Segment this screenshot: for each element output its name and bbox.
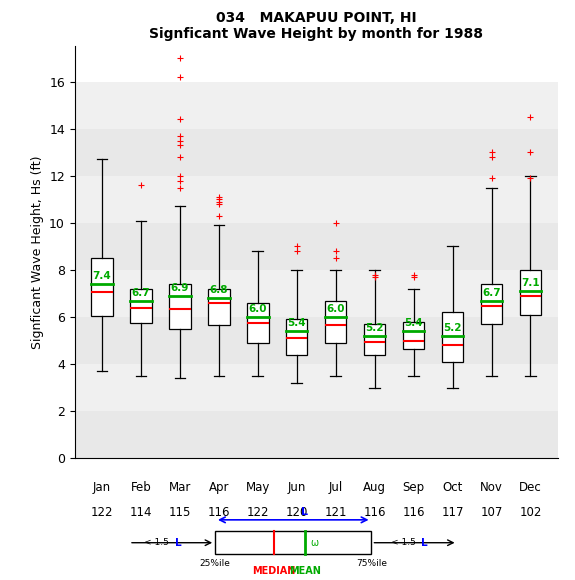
PathPatch shape bbox=[131, 289, 152, 323]
PathPatch shape bbox=[325, 300, 347, 343]
Text: 6.7: 6.7 bbox=[132, 288, 150, 298]
Bar bbox=[75, 317, 558, 364]
PathPatch shape bbox=[208, 289, 229, 325]
Text: 115: 115 bbox=[168, 506, 191, 519]
PathPatch shape bbox=[91, 258, 113, 316]
Text: 7.4: 7.4 bbox=[93, 271, 112, 281]
Text: ω: ω bbox=[311, 538, 319, 548]
Text: 116: 116 bbox=[208, 506, 230, 519]
Text: May: May bbox=[246, 481, 270, 494]
Text: 75%ile: 75%ile bbox=[356, 559, 387, 568]
PathPatch shape bbox=[403, 322, 424, 349]
Text: < 1.5: < 1.5 bbox=[144, 538, 172, 547]
Text: 116: 116 bbox=[402, 506, 425, 519]
Text: Sep: Sep bbox=[402, 481, 425, 494]
Text: 117: 117 bbox=[442, 506, 464, 519]
Text: 6.7: 6.7 bbox=[482, 288, 501, 298]
Text: Apr: Apr bbox=[209, 481, 229, 494]
Text: Jun: Jun bbox=[288, 481, 306, 494]
Bar bbox=[75, 82, 558, 129]
Text: Nov: Nov bbox=[480, 481, 503, 494]
Text: 121: 121 bbox=[324, 506, 347, 519]
PathPatch shape bbox=[247, 303, 269, 343]
Text: 116: 116 bbox=[363, 506, 386, 519]
Bar bbox=[75, 411, 558, 458]
Text: MEDIAN: MEDIAN bbox=[252, 566, 296, 575]
Bar bbox=[215, 531, 371, 554]
Text: Mar: Mar bbox=[168, 481, 191, 494]
Text: Dec: Dec bbox=[519, 481, 542, 494]
Text: 7.1: 7.1 bbox=[521, 278, 540, 288]
Bar bbox=[75, 46, 558, 82]
PathPatch shape bbox=[520, 270, 541, 315]
Text: Jul: Jul bbox=[328, 481, 343, 494]
Text: 114: 114 bbox=[130, 506, 152, 519]
Text: L: L bbox=[421, 538, 428, 548]
Text: 120: 120 bbox=[286, 506, 308, 519]
Y-axis label: Signficant Wave Height, Hs (ft): Signficant Wave Height, Hs (ft) bbox=[30, 155, 44, 349]
Text: 5.2: 5.2 bbox=[443, 323, 462, 333]
Text: Oct: Oct bbox=[442, 481, 463, 494]
Text: 5.4: 5.4 bbox=[404, 318, 423, 328]
Text: 25%ile: 25%ile bbox=[200, 559, 231, 568]
PathPatch shape bbox=[286, 320, 308, 354]
Bar bbox=[75, 270, 558, 317]
Text: 122: 122 bbox=[247, 506, 269, 519]
Bar bbox=[75, 364, 558, 411]
Text: 5.4: 5.4 bbox=[288, 318, 306, 328]
Text: L: L bbox=[175, 538, 181, 548]
Text: Jan: Jan bbox=[93, 481, 111, 494]
Text: L: L bbox=[301, 507, 308, 517]
PathPatch shape bbox=[169, 284, 191, 329]
Text: 6.8: 6.8 bbox=[210, 285, 228, 295]
Text: 122: 122 bbox=[91, 506, 113, 519]
Text: Aug: Aug bbox=[363, 481, 386, 494]
Bar bbox=[75, 176, 558, 223]
Text: MEAN: MEAN bbox=[289, 566, 321, 575]
Text: 6.9: 6.9 bbox=[171, 283, 189, 293]
Text: 102: 102 bbox=[519, 506, 542, 519]
Text: 6.0: 6.0 bbox=[327, 304, 345, 314]
Text: Feb: Feb bbox=[131, 481, 151, 494]
Text: 107: 107 bbox=[480, 506, 503, 519]
Bar bbox=[75, 129, 558, 176]
Text: 6.0: 6.0 bbox=[248, 304, 267, 314]
PathPatch shape bbox=[442, 312, 463, 362]
Text: 5.2: 5.2 bbox=[366, 323, 384, 333]
Title: 034   MAKAPUU POINT, HI
Signficant Wave Height by month for 1988: 034 MAKAPUU POINT, HI Signficant Wave He… bbox=[150, 11, 483, 41]
Bar bbox=[75, 223, 558, 270]
Text: < 1.5: < 1.5 bbox=[391, 538, 419, 547]
PathPatch shape bbox=[481, 284, 502, 324]
PathPatch shape bbox=[364, 324, 385, 354]
